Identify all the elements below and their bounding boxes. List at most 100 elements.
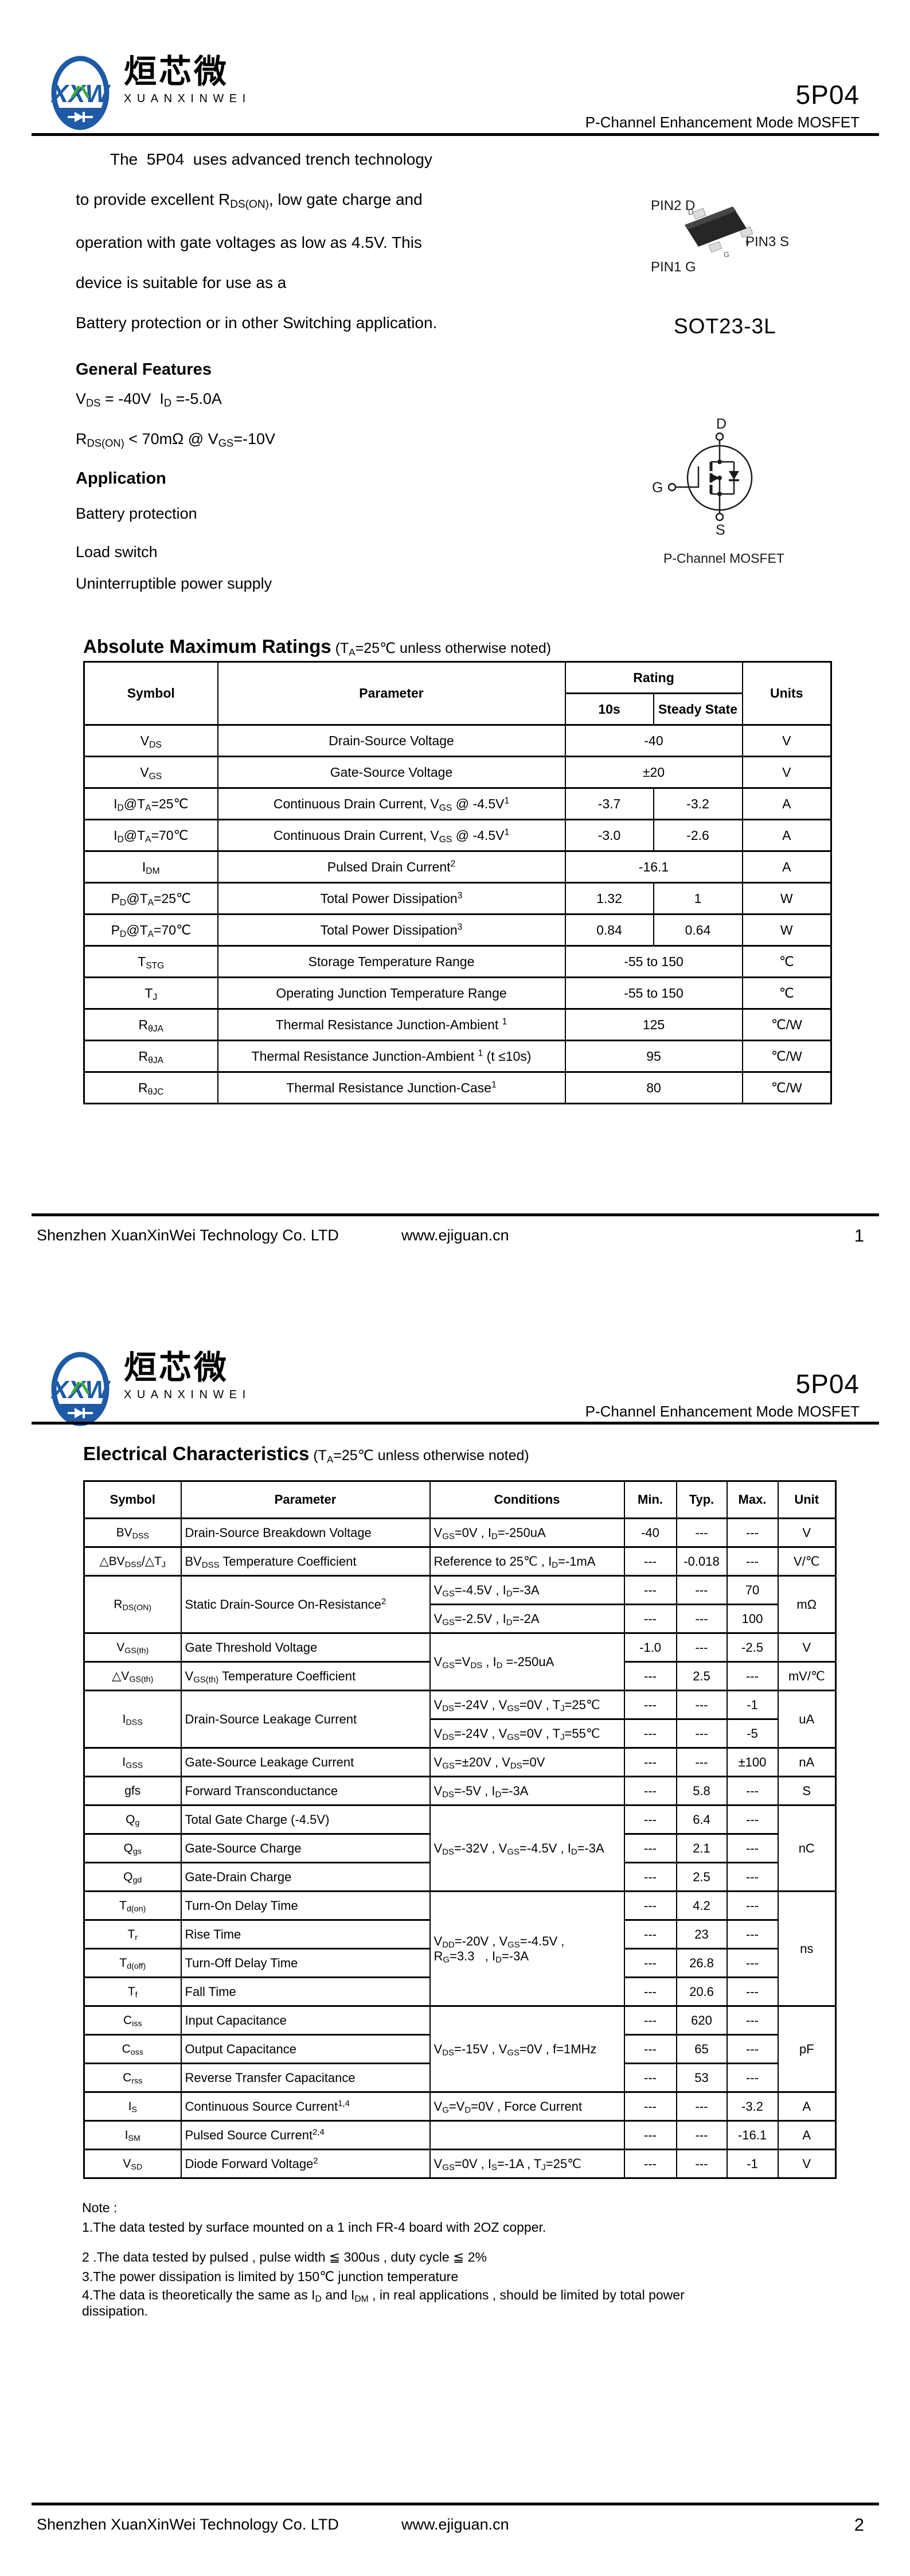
cell-rating-steady: 1	[653, 882, 743, 915]
cell-typ: 5.8	[675, 1776, 728, 1806]
cell-parameter: Reverse Transfer Capacitance	[180, 2063, 431, 2093]
table-row: ID@TA=70℃ Continuous Drain Current, VGS …	[83, 819, 832, 852]
note-item-continued: dissipation.	[82, 2303, 149, 2318]
application-item: Uninterruptible power supply	[76, 575, 272, 592]
cell-typ: ---	[675, 1575, 728, 1605]
table-row: IS Continuous Source Current1,4 VG=VD=0V…	[83, 2091, 837, 2122]
cell-units: ℃/W	[741, 1008, 832, 1041]
cell-conditions: VDS=-32V , VGS=-4.5V , ID=-3A	[429, 1804, 625, 1892]
col-header-parameter: Parameter	[217, 661, 566, 726]
cell-typ: ---	[675, 1604, 728, 1634]
cell-min: -1.0	[623, 1632, 677, 1663]
cell-units: ℃/W	[741, 1040, 832, 1073]
logo-mark-text: XXW	[50, 80, 111, 108]
table-row: RθJC Thermal Resistance Junction-Case1 8…	[83, 1071, 832, 1104]
footer-website: www.ejiguan.cn	[401, 1227, 509, 1244]
cell-parameter: Continuous Drain Current, VGS @ -4.5V1	[217, 819, 566, 852]
table-row: PD@TA=70℃ Total Power Dissipation3 0.84 …	[83, 913, 832, 947]
cell-conditions	[429, 2120, 625, 2150]
cell-max: ---	[726, 1804, 779, 1835]
cell-unit: nC	[777, 1804, 837, 1892]
cell-typ: 20.6	[675, 1976, 728, 2007]
cell-units: A	[741, 850, 832, 884]
cell-max: ---	[726, 1976, 779, 2007]
footer-rule	[32, 2503, 879, 2505]
intro-line: Battery protection or in other Switching…	[76, 314, 438, 332]
cell-parameter: BVDSS Temperature Coefficient	[180, 1546, 431, 1577]
brand-text: 烜芯微 XUANXINWEI	[124, 55, 251, 106]
cell-max: ---	[726, 2063, 779, 2093]
cell-min: ---	[623, 1804, 677, 1835]
table-row: RθJA Thermal Resistance Junction-Ambient…	[83, 1008, 832, 1041]
cell-max: ---	[726, 1862, 779, 1892]
cell-min: ---	[623, 1575, 677, 1605]
cell-conditions: VGS=-2.5V , ID=-2A	[429, 1604, 625, 1634]
cell-max: -16.1	[726, 2120, 779, 2150]
cell-conditions: VGS=VDS , ID =-250uA	[429, 1632, 625, 1691]
table-row: Qgs Gate-Source Charge --- 2.1 ---	[83, 1833, 836, 1863]
cell-rating: ±20	[564, 756, 743, 789]
cell-typ: 65	[675, 2034, 728, 2064]
footer-company: Shenzhen XuanXinWei Technology Co. LTD	[37, 2516, 339, 2533]
cell-max: ---	[726, 1776, 779, 1806]
cell-symbol: VSD	[83, 2149, 182, 2179]
part-number: 5P04	[795, 80, 860, 110]
cell-parameter: Pulsed Drain Current2	[217, 850, 566, 884]
ec-heading: Electrical Characteristics (TA=25℃ unles…	[83, 1443, 529, 1465]
cell-symbol: BVDSS	[83, 1517, 182, 1548]
cell-conditions: VGS=±20V , VDS=0V	[429, 1747, 625, 1777]
package-name: SOT23-3L	[674, 314, 776, 338]
cell-unit: pF	[777, 2005, 837, 2093]
table-header-row: 10s Steady State	[84, 692, 831, 726]
part-number: 5P04	[795, 1369, 860, 1399]
table-row: △BVDSS/△TJ BVDSS Temperature Coefficient…	[83, 1546, 837, 1577]
cell-typ: ---	[675, 2091, 728, 2122]
cell-min: ---	[623, 2149, 677, 2179]
cell-symbol: IDM	[83, 850, 218, 884]
datasheet-page-1: XXW 烜芯微 XUANXINWEI 5P04 P-Channel Enhanc…	[32, 55, 879, 1246]
datasheet-page-2: XXW 烜芯微 XUANXINWEI 5P04 P-Channel Enhanc…	[0, 1288, 910, 2576]
cell-symbol: Qgs	[83, 1833, 182, 1863]
brand-name-english: XUANXINWEI	[124, 92, 251, 105]
pin1-label: PIN1 G	[651, 259, 696, 275]
col-header-conditions: Conditions	[429, 1480, 625, 1519]
col-header-10s: 10s	[564, 692, 654, 726]
note-item: 1.The data tested by surface mounted on …	[82, 2220, 546, 2235]
table-row: Coss Output Capacitance --- 65 ---	[83, 2034, 836, 2064]
cell-rating-10s: -3.0	[564, 819, 654, 852]
cell-symbol: RθJA	[83, 1040, 218, 1073]
cell-symbol: RDS(ON)	[83, 1575, 182, 1634]
table-row: VGS Gate-Source Voltage ±20 V	[83, 756, 832, 789]
logo-mark-text: XXW	[50, 1376, 111, 1404]
footer-company: Shenzhen XuanXinWei Technology Co. LTD	[37, 1227, 339, 1244]
cell-parameter: Output Capacitance	[180, 2034, 431, 2064]
table-row: Td(off) Turn-Off Delay Time --- 26.8 ---	[83, 1948, 836, 1978]
cell-min: ---	[623, 1690, 677, 1720]
cell-typ: 26.8	[675, 1948, 728, 1978]
brand-text: 烜芯微 XUANXINWEI	[124, 1351, 251, 1402]
table-row: △VGS(th) VGS(th) Temperature Coefficient…	[83, 1661, 837, 1691]
condition-line: VDD=-20V , VGS=-4.5V ,	[433, 1933, 565, 1950]
col-header-max: Max.	[726, 1480, 779, 1519]
table-row: Crss Reverse Transfer Capacitance --- 53…	[83, 2063, 836, 2093]
table-row: ID@TA=25℃ Continuous Drain Current, VGS …	[83, 787, 832, 820]
cell-units: ℃	[741, 976, 832, 1010]
features-title: General Features	[76, 360, 212, 379]
table-row: Qg Total Gate Charge (-4.5V) VDS=-32V , …	[83, 1804, 837, 1892]
cell-conditions: VDS=-24V , VGS=0V , TJ=55℃	[429, 1718, 625, 1749]
cell-parameter: Fall Time	[180, 1976, 431, 2007]
cell-parameter: Thermal Resistance Junction-Ambient 1 (t…	[217, 1040, 566, 1073]
cell-parameter: Operating Junction Temperature Range	[217, 976, 566, 1010]
cell-min: ---	[623, 2063, 677, 2093]
cell-rating-10s: 0.84	[564, 913, 654, 947]
feature-item: VDS = -40V ID =-5.0A	[76, 390, 222, 409]
cell-symbol: △VGS(th)	[83, 1661, 182, 1691]
header-rule	[32, 1422, 879, 1425]
cell-rating: -16.1	[564, 850, 743, 884]
cell-conditions: VDD=-20V , VGS=-4.5V , RG=3.3 , ID=-3A	[429, 1890, 625, 2007]
col-header-typ: Typ.	[675, 1480, 728, 1519]
cell-parameter: Gate-Source Voltage	[217, 756, 566, 789]
cell-symbol: PD@TA=70℃	[83, 913, 218, 947]
cell-min: ---	[623, 1862, 677, 1892]
pchannel-mosfet-symbol-icon: D G S	[652, 416, 753, 538]
